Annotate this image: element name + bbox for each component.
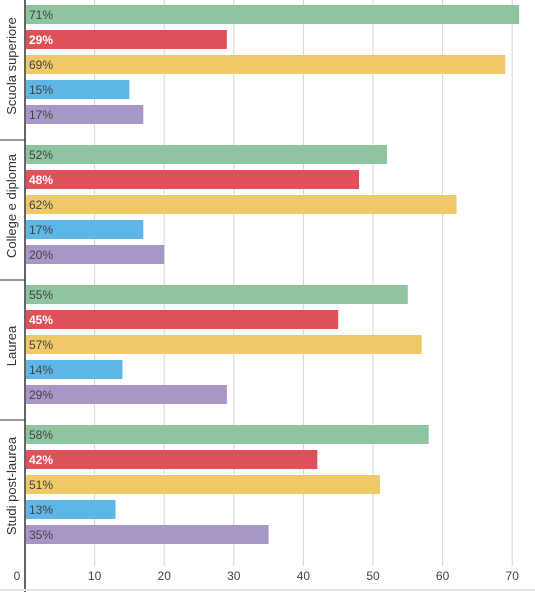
bar bbox=[26, 335, 422, 354]
x-tick-label: 0 bbox=[14, 569, 21, 583]
category-label: Scuola superiore bbox=[4, 17, 19, 115]
bar bbox=[26, 80, 130, 99]
bar bbox=[26, 385, 227, 404]
bar bbox=[26, 145, 387, 164]
data-label: 58% bbox=[29, 428, 53, 442]
data-label: 17% bbox=[29, 108, 53, 122]
x-tick-label: 20 bbox=[158, 569, 172, 583]
x-tick-label: 70 bbox=[506, 569, 520, 583]
gridlines bbox=[94, 0, 513, 566]
data-label: 14% bbox=[29, 363, 53, 377]
data-label: 20% bbox=[29, 248, 53, 262]
bar bbox=[26, 450, 318, 469]
data-label: 13% bbox=[29, 503, 53, 517]
data-label: 15% bbox=[29, 83, 53, 97]
bar bbox=[26, 195, 457, 214]
x-tick-label: 50 bbox=[366, 569, 380, 583]
bar bbox=[26, 220, 144, 239]
bar bbox=[26, 525, 269, 544]
bar bbox=[26, 105, 144, 124]
data-label: 45% bbox=[29, 313, 53, 327]
bars bbox=[26, 5, 520, 544]
data-label: 52% bbox=[29, 148, 53, 162]
x-axis-ticks: 0 10 20 30 40 50 60 70 bbox=[14, 569, 520, 583]
bar bbox=[26, 5, 520, 24]
bar bbox=[26, 500, 116, 519]
bar bbox=[26, 170, 360, 189]
data-label: 42% bbox=[29, 453, 53, 467]
bar bbox=[26, 310, 339, 329]
x-tick-label: 10 bbox=[88, 569, 102, 583]
bar bbox=[26, 425, 429, 444]
bar bbox=[26, 30, 227, 49]
x-tick-label: 60 bbox=[436, 569, 450, 583]
category-labels: Scuola superiore College e diploma Laurea S… bbox=[4, 17, 19, 535]
x-tick-label: 30 bbox=[227, 569, 241, 583]
bar bbox=[26, 55, 506, 74]
category-label: College e diploma bbox=[4, 153, 19, 258]
bar bbox=[26, 475, 380, 494]
data-label: 55% bbox=[29, 288, 53, 302]
data-label: 48% bbox=[29, 173, 53, 187]
x-tick-label: 40 bbox=[297, 569, 311, 583]
category-label: Laurea bbox=[4, 325, 19, 366]
bar bbox=[26, 360, 123, 379]
category-label: Studi post-laurea bbox=[4, 436, 19, 535]
data-label: 71% bbox=[29, 8, 53, 22]
data-label: 62% bbox=[29, 198, 53, 212]
data-label: 35% bbox=[29, 528, 53, 542]
data-label: 57% bbox=[29, 338, 53, 352]
data-label: 29% bbox=[29, 33, 53, 47]
data-labels: 71% 29% 69% 15% 17% 52% 48% 62% 17% 20% 55% 45% 57% 1… bbox=[29, 8, 53, 542]
group-separators bbox=[0, 139, 25, 421]
data-label: 17% bbox=[29, 223, 53, 237]
bar bbox=[26, 285, 408, 304]
data-label: 51% bbox=[29, 478, 53, 492]
data-label: 29% bbox=[29, 388, 53, 402]
data-label: 69% bbox=[29, 58, 53, 72]
bar bbox=[26, 245, 165, 264]
